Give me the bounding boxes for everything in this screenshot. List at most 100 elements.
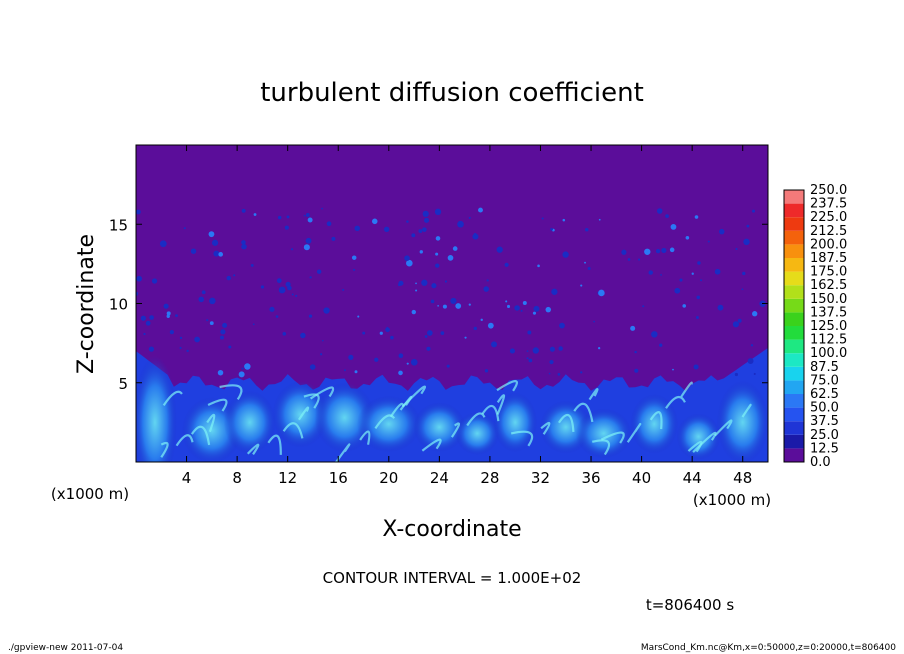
turbulent-streak bbox=[402, 385, 426, 408]
turbulent-blob bbox=[584, 261, 586, 264]
turbulent-blob bbox=[585, 227, 589, 232]
turbulent-blob bbox=[209, 321, 214, 326]
turbulent-blob bbox=[532, 347, 539, 354]
turbulent-blob bbox=[357, 315, 360, 318]
colorbar-label: 175.0 bbox=[810, 265, 847, 280]
turbulent-blob bbox=[682, 304, 687, 308]
x-tick-label: 44 bbox=[683, 469, 702, 487]
colorbar-label: 225.0 bbox=[810, 210, 847, 225]
colorbar: 0.012.525.037.550.062.575.087.5100.0112.… bbox=[783, 183, 847, 470]
footer-left: ./gpview-new 2011-07-04 bbox=[8, 643, 123, 653]
turbulent-streak bbox=[600, 431, 625, 444]
turbulent-blob bbox=[309, 276, 312, 279]
turbulent-blob bbox=[752, 311, 758, 317]
turbulent-blob bbox=[491, 341, 498, 348]
turbulent-streak bbox=[665, 395, 686, 409]
turbulent-blob bbox=[300, 332, 306, 339]
turbulent-blob bbox=[415, 289, 418, 292]
turbulent-blobs bbox=[136, 207, 766, 378]
turbulent-blob bbox=[159, 240, 167, 248]
turbulent-streak bbox=[219, 384, 243, 401]
turbulent-streak bbox=[714, 419, 733, 437]
x-tick-label: 24 bbox=[430, 469, 449, 487]
turbulent-streak bbox=[588, 388, 599, 401]
turbulent-blob bbox=[238, 371, 245, 378]
turbulent-blob bbox=[250, 263, 254, 267]
turbulent-blob bbox=[700, 279, 703, 282]
turbulent-blob bbox=[634, 368, 639, 373]
turbulent-blob bbox=[520, 309, 523, 312]
turbulent-streak bbox=[680, 381, 693, 398]
turbulent-blob bbox=[385, 327, 390, 333]
turbulent-blob bbox=[478, 207, 483, 213]
chart-title: turbulent diffusion coefficient bbox=[260, 78, 644, 108]
colorbar-segment bbox=[784, 380, 804, 394]
turbulent-blob bbox=[149, 315, 154, 320]
turbulent-blob bbox=[496, 246, 503, 253]
colorbar-segment bbox=[784, 190, 804, 204]
turbulent-blob bbox=[551, 288, 558, 295]
turbulent-blob bbox=[307, 217, 313, 223]
colorbar-label: 112.5 bbox=[810, 333, 847, 348]
turbulent-blob bbox=[140, 315, 146, 321]
turbulent-eddy bbox=[676, 413, 721, 460]
turbulent-streak bbox=[558, 413, 575, 432]
turbulent-streak bbox=[591, 439, 611, 456]
turbulent-blob bbox=[410, 358, 418, 366]
x-axis-label: X-coordinate bbox=[382, 517, 521, 542]
turbulent-blob bbox=[179, 336, 183, 340]
turbulent-blob bbox=[630, 325, 636, 331]
turbulent-blob bbox=[179, 346, 182, 349]
turbulent-blob bbox=[455, 303, 462, 309]
turbulent-blob bbox=[286, 215, 290, 219]
plot-area bbox=[136, 145, 768, 462]
turbulent-blob bbox=[424, 217, 430, 223]
turbulent-blob bbox=[194, 336, 200, 343]
turbulent-blob bbox=[450, 297, 457, 305]
turbulent-blob bbox=[424, 335, 428, 338]
turbulent-blob bbox=[550, 228, 553, 231]
turbulent-blob bbox=[440, 331, 445, 335]
turbulent-blob bbox=[143, 332, 146, 336]
y-tick-label: 5 bbox=[118, 375, 128, 393]
turbulent-blob bbox=[719, 228, 725, 235]
y-tick-label: 15 bbox=[109, 216, 128, 234]
turbulent-blob bbox=[166, 314, 170, 318]
turbulent-blob bbox=[452, 246, 458, 251]
turbulent-blob bbox=[435, 236, 441, 241]
turbulent-blob bbox=[321, 339, 324, 342]
turbulent-blob bbox=[383, 226, 390, 232]
turbulent-blob bbox=[371, 218, 378, 225]
turbulent-blob bbox=[398, 370, 403, 376]
turbulent-streak bbox=[692, 431, 717, 453]
turbulent-blob bbox=[276, 278, 282, 284]
x-tick-label: 16 bbox=[329, 469, 348, 487]
turbulent-blob bbox=[148, 346, 155, 352]
turbulent-blob bbox=[233, 274, 236, 277]
turbulent-blob bbox=[743, 238, 750, 246]
x-tick-label: 20 bbox=[379, 469, 398, 487]
y-tick-label: 10 bbox=[109, 296, 128, 314]
turbulent-blob bbox=[422, 210, 429, 217]
colorbar-label: 75.0 bbox=[810, 373, 839, 388]
turbulent-blob bbox=[426, 330, 433, 336]
turbulent-blob bbox=[473, 326, 477, 331]
turbulent-blob bbox=[136, 291, 139, 296]
turbulent-blob bbox=[752, 209, 755, 213]
colorbar-segment bbox=[784, 312, 804, 326]
turbulent-blob bbox=[190, 248, 197, 254]
turbulent-blob bbox=[483, 286, 490, 292]
turbulent-streak bbox=[190, 425, 211, 446]
turbulent-blob bbox=[437, 304, 439, 307]
colorbar-frame bbox=[783, 189, 805, 463]
turbulent-eddy bbox=[413, 402, 466, 453]
turbulent-eddy bbox=[272, 381, 329, 448]
turbulent-blob bbox=[269, 306, 275, 312]
turbulent-blob bbox=[714, 268, 721, 275]
turbulent-blob bbox=[163, 303, 169, 309]
turbulent-blob bbox=[421, 279, 428, 286]
turbulent-blob bbox=[241, 367, 244, 370]
turbulent-blob bbox=[694, 215, 699, 219]
turbulent-blob bbox=[457, 220, 464, 228]
turbulent-blob bbox=[209, 297, 216, 305]
